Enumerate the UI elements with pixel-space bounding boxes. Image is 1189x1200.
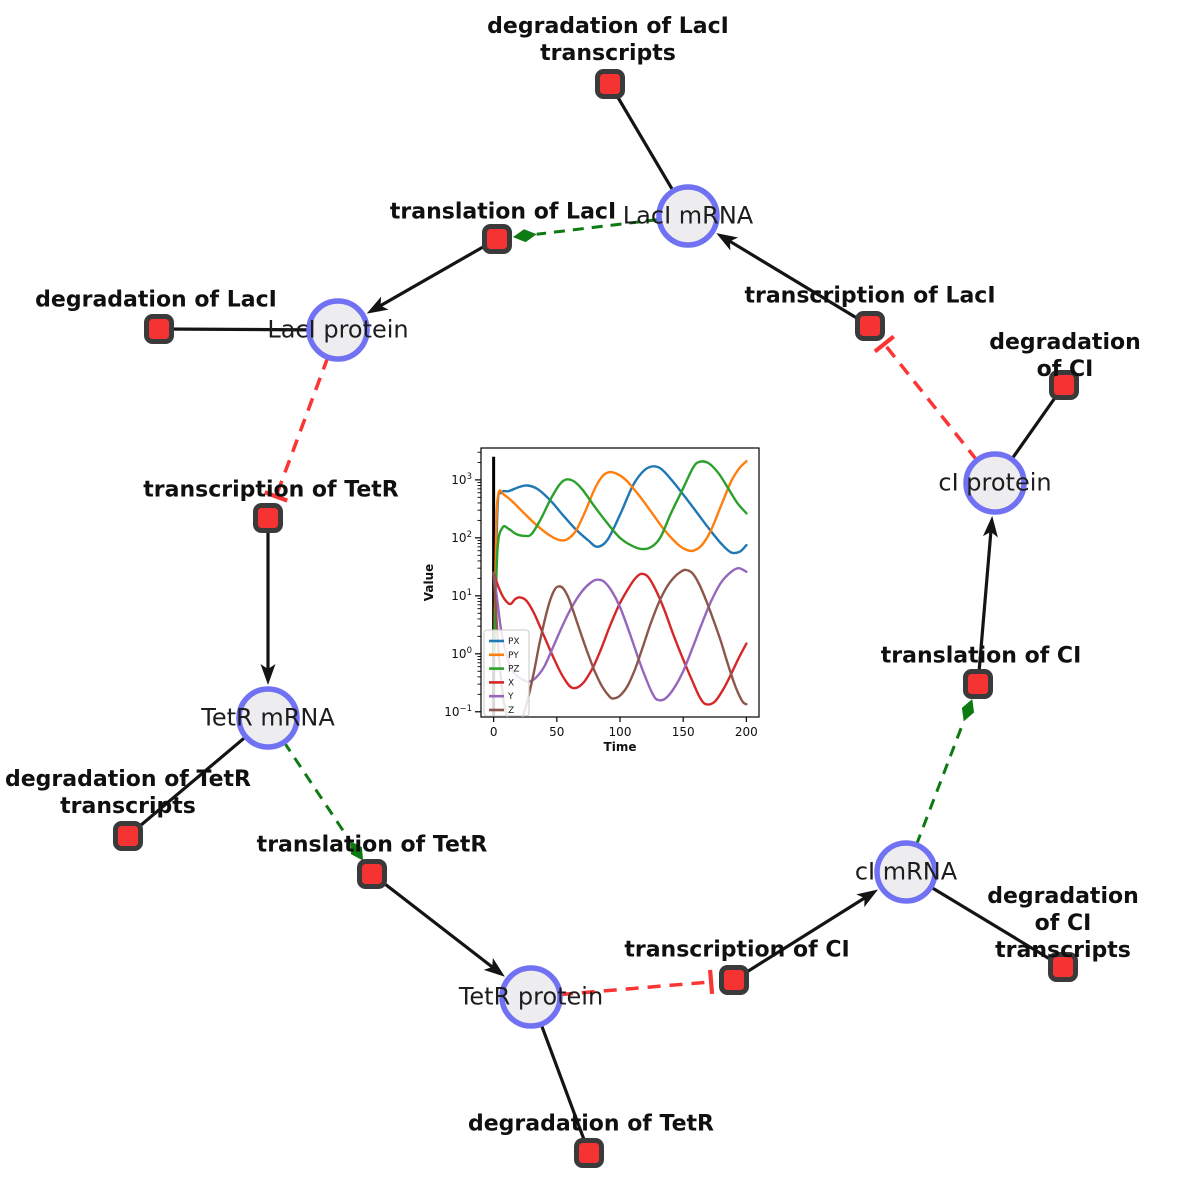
y-tick-label: 103 xyxy=(451,472,472,487)
reaction-node-translation-laci xyxy=(482,224,512,254)
reaction-node-deg-ci-transcripts xyxy=(1048,952,1078,982)
legend-item-label: PY xyxy=(508,651,519,661)
x-tick-label: 0 xyxy=(490,725,498,739)
y-tick-label: 10−1 xyxy=(444,704,472,719)
reaction-node-translation-ci xyxy=(963,669,993,699)
reaction-node-transcription-laci xyxy=(855,311,885,341)
edge-laci-mrna-to-deg-laci-transcripts xyxy=(608,83,675,192)
series-X xyxy=(492,571,748,706)
reaction-node-translation-tetr xyxy=(357,859,387,889)
y-tick-label: 101 xyxy=(451,588,472,603)
species-node-ci-mrna xyxy=(874,840,938,904)
x-axis-label: Time xyxy=(604,740,637,754)
reaction-node-deg-ci xyxy=(1049,370,1079,400)
species-node-laci-protein xyxy=(306,298,370,362)
edge-ci-protein-to-transcription-laci xyxy=(873,334,979,462)
x-tick-label: 50 xyxy=(549,725,564,739)
y-tick-label: 100 xyxy=(451,646,472,661)
reaction-node-deg-tetr xyxy=(574,1138,604,1168)
edge-tetr-mrna-to-deg-tetr-transcripts xyxy=(126,735,247,838)
edge-tetr-mrna-to-translation-tetr xyxy=(282,741,364,861)
inset-plot: 0 50 100 150 200 10−1 100 101 102 103 Time Value PX P… xyxy=(415,428,785,768)
y-tick-label: 102 xyxy=(451,530,472,545)
edge-transcription-ci-to-ci-mrna xyxy=(733,889,879,982)
reaction-node-deg-laci xyxy=(144,314,174,344)
legend-item-label: Y xyxy=(507,692,514,702)
reaction-node-deg-tetr-transcripts xyxy=(113,821,143,851)
legend-item-label: PX xyxy=(508,637,520,647)
species-node-laci-mrna xyxy=(656,184,720,248)
reaction-node-transcription-ci xyxy=(719,965,749,995)
edge-tetr-protein-to-deg-tetr xyxy=(539,1023,591,1154)
plot-legend: PX PY PZ XYZ xyxy=(483,629,530,717)
edge-transcription-tetr-to-tetr-mrna xyxy=(260,518,276,685)
edge-transcription-laci-to-laci-mrna xyxy=(716,233,871,328)
edge-translation-laci-to-laci-protein xyxy=(366,237,498,314)
x-tick-label: 100 xyxy=(609,725,632,739)
reaction-node-deg-laci-transcripts xyxy=(595,69,625,99)
species-node-ci-protein xyxy=(963,451,1027,515)
edge-tetr-protein-to-transcription-ci xyxy=(559,969,715,997)
edge-ci-mrna-to-translation-ci xyxy=(914,698,975,846)
species-node-tetr-protein xyxy=(499,965,563,1029)
legend-item-label: Z xyxy=(508,706,514,716)
edge-laci-protein-to-deg-laci xyxy=(158,327,310,332)
legend-item-label: PZ xyxy=(508,665,520,675)
series-PY xyxy=(493,460,748,655)
reaction-node-transcription-tetr xyxy=(253,503,283,533)
edge-translation-tetr-to-tetr-protein xyxy=(371,872,505,977)
x-tick-label: 150 xyxy=(672,725,695,739)
series-Z xyxy=(492,568,748,717)
edge-translation-ci-to-ci-protein xyxy=(976,515,998,685)
edge-laci-protein-to-transcription-tetr xyxy=(264,356,330,503)
species-node-tetr-mrna xyxy=(236,686,300,750)
x-tick-label: 200 xyxy=(735,725,758,739)
edge-ci-mrna-to-deg-ci-transcripts xyxy=(929,885,1064,969)
timecourse-chart: 0 50 100 150 20010−1100101102103TimeValuePXP… xyxy=(422,447,760,754)
series-PZ xyxy=(493,460,748,655)
y-axis-label: Value xyxy=(422,564,436,602)
edge-laci-mrna-to-translation-laci xyxy=(512,217,660,243)
series-PX xyxy=(493,465,748,655)
legend-item-label: X xyxy=(508,678,514,688)
